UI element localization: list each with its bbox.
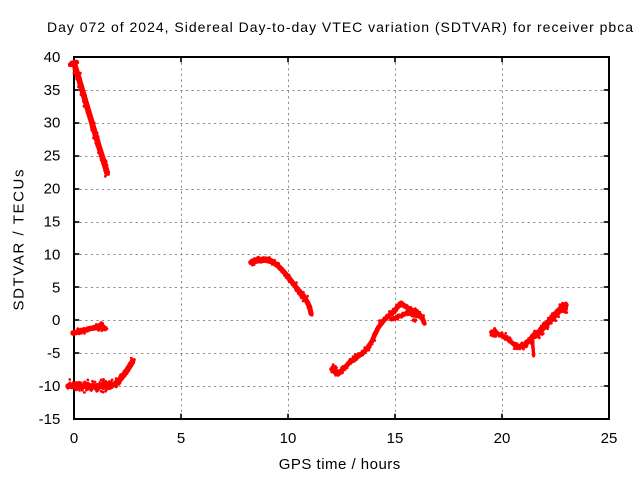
svg-text:5: 5 [52,279,60,296]
svg-text:0: 0 [52,312,60,329]
svg-text:15: 15 [387,430,404,447]
svg-text:-10: -10 [39,378,61,395]
svg-text:GPS time / hours: GPS time / hours [279,456,401,473]
svg-text:5: 5 [177,430,185,447]
svg-text:25: 25 [44,148,61,165]
svg-text:20: 20 [44,181,61,198]
svg-text:30: 30 [44,115,61,132]
svg-text:-15: -15 [39,411,61,428]
svg-text:Day 072 of 2024, Sidereal Day-: Day 072 of 2024, Sidereal Day-to-day VTE… [47,19,633,35]
svg-text:SDTVAR / TECUs: SDTVAR / TECUs [11,170,28,311]
svg-text:40: 40 [44,49,61,66]
svg-text:10: 10 [44,246,61,263]
svg-text:25: 25 [601,430,618,447]
svg-text:-5: -5 [47,345,60,362]
svg-text:35: 35 [44,82,61,99]
svg-text:10: 10 [280,430,297,447]
svg-text:20: 20 [494,430,511,447]
svg-text:15: 15 [44,213,61,230]
svg-text:0: 0 [70,430,78,447]
